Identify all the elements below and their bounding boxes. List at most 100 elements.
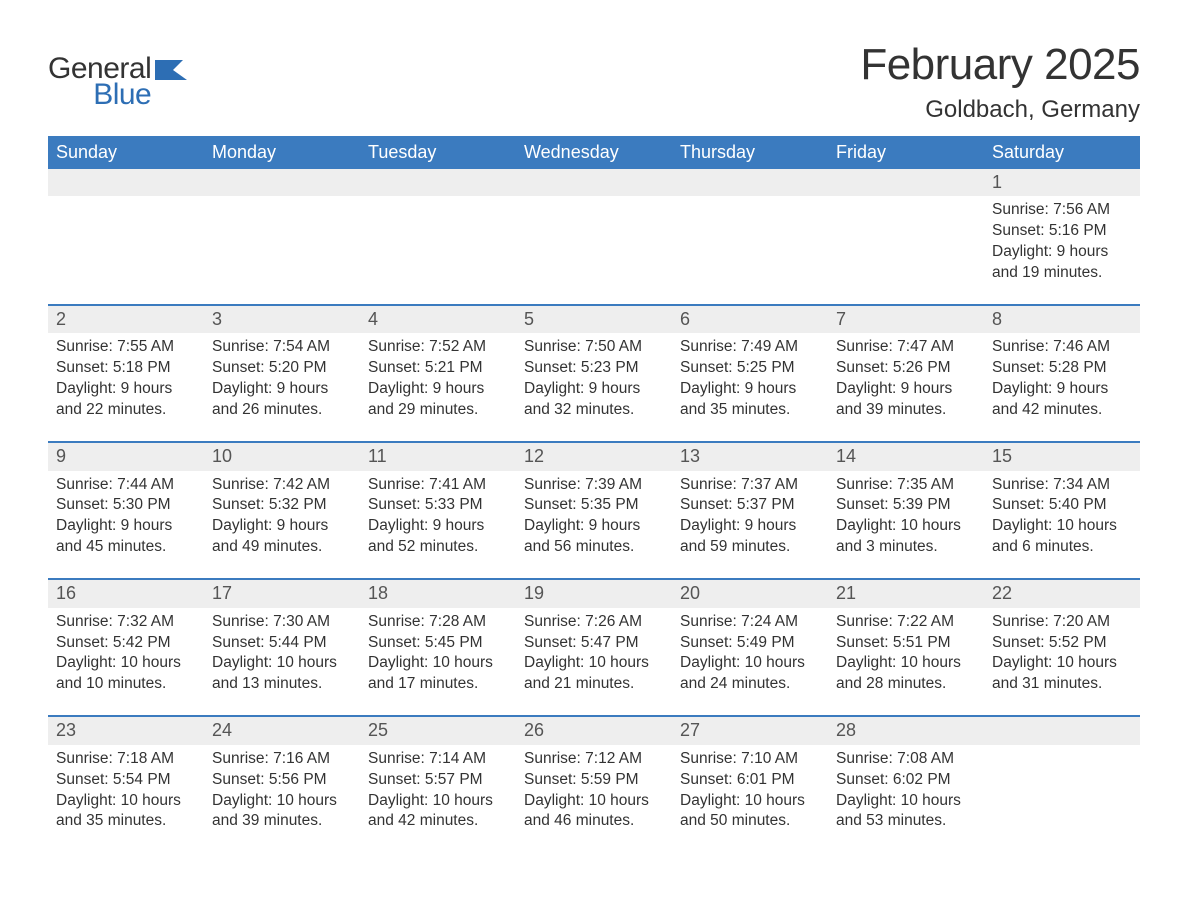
day-info: Sunrise: 7:26 AMSunset: 5:47 PMDaylight:… — [516, 608, 672, 696]
calendar-day-empty — [48, 169, 204, 305]
day-number: 17 — [204, 580, 360, 607]
sunset-text: Sunset: 5:52 PM — [992, 633, 1132, 654]
calendar-day: 11Sunrise: 7:41 AMSunset: 5:33 PMDayligh… — [360, 442, 516, 579]
day-number: 2 — [48, 306, 204, 333]
calendar-day-empty — [204, 169, 360, 305]
calendar-day: 5Sunrise: 7:50 AMSunset: 5:23 PMDaylight… — [516, 305, 672, 442]
daylight-line-1: Daylight: 9 hours — [992, 379, 1132, 400]
sunrise-text: Sunrise: 7:42 AM — [212, 475, 352, 496]
day-info: Sunrise: 7:34 AMSunset: 5:40 PMDaylight:… — [984, 471, 1140, 559]
day-info: Sunrise: 7:22 AMSunset: 5:51 PMDaylight:… — [828, 608, 984, 696]
sunset-text: Sunset: 5:32 PM — [212, 495, 352, 516]
day-number: 14 — [828, 443, 984, 470]
day-info: Sunrise: 7:52 AMSunset: 5:21 PMDaylight:… — [360, 333, 516, 421]
day-info: Sunrise: 7:18 AMSunset: 5:54 PMDaylight:… — [48, 745, 204, 833]
calendar-day: 17Sunrise: 7:30 AMSunset: 5:44 PMDayligh… — [204, 579, 360, 716]
day-info: Sunrise: 7:49 AMSunset: 5:25 PMDaylight:… — [672, 333, 828, 421]
day-info: Sunrise: 7:44 AMSunset: 5:30 PMDaylight:… — [48, 471, 204, 559]
day-number — [360, 169, 516, 196]
day-number: 13 — [672, 443, 828, 470]
sunset-text: Sunset: 5:26 PM — [836, 358, 976, 379]
day-number: 20 — [672, 580, 828, 607]
calendar-day: 26Sunrise: 7:12 AMSunset: 5:59 PMDayligh… — [516, 716, 672, 852]
sunset-text: Sunset: 5:37 PM — [680, 495, 820, 516]
sunset-text: Sunset: 5:42 PM — [56, 633, 196, 654]
daylight-line-1: Daylight: 9 hours — [680, 516, 820, 537]
calendar-week: 1Sunrise: 7:56 AMSunset: 5:16 PMDaylight… — [48, 169, 1140, 305]
sunrise-text: Sunrise: 7:49 AM — [680, 337, 820, 358]
daylight-line-1: Daylight: 9 hours — [836, 379, 976, 400]
daylight-line-2: and 32 minutes. — [524, 400, 664, 421]
flag-icon — [155, 56, 189, 80]
day-number: 26 — [516, 717, 672, 744]
calendar-day: 25Sunrise: 7:14 AMSunset: 5:57 PMDayligh… — [360, 716, 516, 852]
day-header: Saturday — [984, 136, 1140, 169]
calendar-week: 23Sunrise: 7:18 AMSunset: 5:54 PMDayligh… — [48, 716, 1140, 852]
day-number — [984, 717, 1140, 744]
day-number — [672, 169, 828, 196]
daylight-line-1: Daylight: 10 hours — [680, 653, 820, 674]
calendar-day-empty — [360, 169, 516, 305]
sunrise-text: Sunrise: 7:10 AM — [680, 749, 820, 770]
sunrise-text: Sunrise: 7:12 AM — [524, 749, 664, 770]
calendar-day: 27Sunrise: 7:10 AMSunset: 6:01 PMDayligh… — [672, 716, 828, 852]
day-header: Sunday — [48, 136, 204, 169]
sunset-text: Sunset: 6:01 PM — [680, 770, 820, 791]
sunset-text: Sunset: 5:20 PM — [212, 358, 352, 379]
sunrise-text: Sunrise: 7:37 AM — [680, 475, 820, 496]
calendar-day: 20Sunrise: 7:24 AMSunset: 5:49 PMDayligh… — [672, 579, 828, 716]
day-info: Sunrise: 7:32 AMSunset: 5:42 PMDaylight:… — [48, 608, 204, 696]
daylight-line-2: and 45 minutes. — [56, 537, 196, 558]
sunset-text: Sunset: 5:47 PM — [524, 633, 664, 654]
daylight-line-1: Daylight: 10 hours — [212, 791, 352, 812]
daylight-line-2: and 42 minutes. — [368, 811, 508, 832]
calendar-day: 7Sunrise: 7:47 AMSunset: 5:26 PMDaylight… — [828, 305, 984, 442]
day-number: 18 — [360, 580, 516, 607]
sunset-text: Sunset: 5:40 PM — [992, 495, 1132, 516]
daylight-line-2: and 46 minutes. — [524, 811, 664, 832]
sunrise-text: Sunrise: 7:52 AM — [368, 337, 508, 358]
sunset-text: Sunset: 5:25 PM — [680, 358, 820, 379]
daylight-line-2: and 39 minutes. — [836, 400, 976, 421]
daylight-line-1: Daylight: 9 hours — [212, 379, 352, 400]
day-header: Wednesday — [516, 136, 672, 169]
sunrise-text: Sunrise: 7:24 AM — [680, 612, 820, 633]
daylight-line-1: Daylight: 9 hours — [368, 516, 508, 537]
day-info: Sunrise: 7:14 AMSunset: 5:57 PMDaylight:… — [360, 745, 516, 833]
calendar-day: 8Sunrise: 7:46 AMSunset: 5:28 PMDaylight… — [984, 305, 1140, 442]
sunset-text: Sunset: 5:57 PM — [368, 770, 508, 791]
calendar-day: 6Sunrise: 7:49 AMSunset: 5:25 PMDaylight… — [672, 305, 828, 442]
calendar-day: 12Sunrise: 7:39 AMSunset: 5:35 PMDayligh… — [516, 442, 672, 579]
daylight-line-1: Daylight: 9 hours — [212, 516, 352, 537]
daylight-line-2: and 19 minutes. — [992, 263, 1132, 284]
sunrise-text: Sunrise: 7:55 AM — [56, 337, 196, 358]
day-header: Tuesday — [360, 136, 516, 169]
sunset-text: Sunset: 5:51 PM — [836, 633, 976, 654]
day-number: 16 — [48, 580, 204, 607]
daylight-line-1: Daylight: 9 hours — [524, 379, 664, 400]
daylight-line-2: and 21 minutes. — [524, 674, 664, 695]
sunrise-text: Sunrise: 7:18 AM — [56, 749, 196, 770]
day-header: Thursday — [672, 136, 828, 169]
calendar-day: 24Sunrise: 7:16 AMSunset: 5:56 PMDayligh… — [204, 716, 360, 852]
day-header: Friday — [828, 136, 984, 169]
daylight-line-2: and 3 minutes. — [836, 537, 976, 558]
day-info: Sunrise: 7:41 AMSunset: 5:33 PMDaylight:… — [360, 471, 516, 559]
sunset-text: Sunset: 5:35 PM — [524, 495, 664, 516]
sunrise-text: Sunrise: 7:16 AM — [212, 749, 352, 770]
day-info: Sunrise: 7:55 AMSunset: 5:18 PMDaylight:… — [48, 333, 204, 421]
daylight-line-2: and 24 minutes. — [680, 674, 820, 695]
sunset-text: Sunset: 5:33 PM — [368, 495, 508, 516]
calendar-day: 9Sunrise: 7:44 AMSunset: 5:30 PMDaylight… — [48, 442, 204, 579]
daylight-line-2: and 49 minutes. — [212, 537, 352, 558]
day-number — [204, 169, 360, 196]
daylight-line-1: Daylight: 10 hours — [212, 653, 352, 674]
day-number: 10 — [204, 443, 360, 470]
sunset-text: Sunset: 5:21 PM — [368, 358, 508, 379]
daylight-line-2: and 10 minutes. — [56, 674, 196, 695]
day-number — [48, 169, 204, 196]
day-number: 19 — [516, 580, 672, 607]
daylight-line-1: Daylight: 10 hours — [368, 653, 508, 674]
daylight-line-1: Daylight: 10 hours — [524, 791, 664, 812]
calendar-day-empty — [984, 716, 1140, 852]
